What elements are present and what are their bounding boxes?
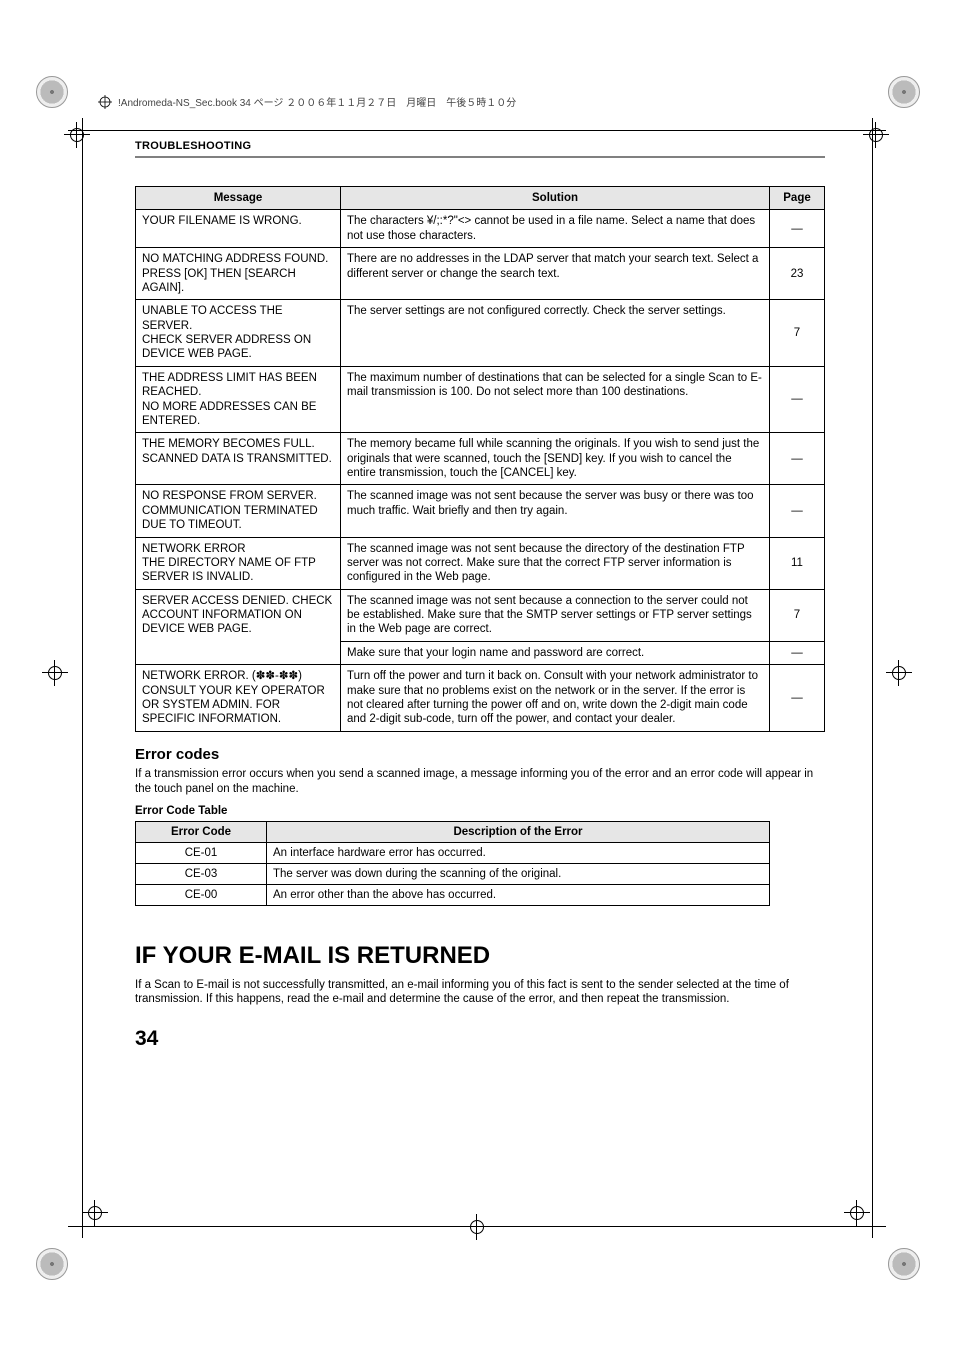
reg-cross-bottom-right <box>844 1200 870 1226</box>
th-error-desc: Description of the Error <box>267 821 770 842</box>
cell-message: NO MATCHING ADDRESS FOUND. PRESS [OK] TH… <box>136 248 341 300</box>
error-code-table-title: Error Code Table <box>135 805 825 817</box>
returned-heading: IF YOUR E-MAIL IS RETURNED <box>135 942 825 970</box>
error-codes-intro: If a transmission error occurs when you … <box>135 767 825 797</box>
cell-solution: There are no addresses in the LDAP serve… <box>341 248 770 300</box>
table-row: UNABLE TO ACCESS THE SERVER. CHECK SERVE… <box>136 300 825 367</box>
cell-page: 7 <box>770 589 825 641</box>
cell-solution: Make sure that your login name and passw… <box>341 641 770 664</box>
cell-error-desc: An interface hardware error has occurred… <box>267 842 770 863</box>
section-title: TROUBLESHOOTING <box>135 140 825 152</box>
error-codes-heading: Error codes <box>135 746 825 763</box>
print-header-strip: !Andromeda-NS_Sec.book 34 ページ ２００６年１１月２７… <box>98 94 516 109</box>
cell-page: — <box>770 366 825 433</box>
cell-error-desc: An error other than the above has occurr… <box>267 884 770 905</box>
cell-message: THE MEMORY BECOMES FULL. SCANNED DATA IS… <box>136 433 341 485</box>
cell-message: UNABLE TO ACCESS THE SERVER. CHECK SERVE… <box>136 300 341 367</box>
cell-solution: Turn off the power and turn it back on. … <box>341 665 770 732</box>
cell-page: — <box>770 485 825 537</box>
print-header-text: !Andromeda-NS_Sec.book 34 ページ ２００６年１１月２７… <box>118 94 516 109</box>
cell-solution: The server settings are not configured c… <box>341 300 770 367</box>
th-message: Message <box>136 187 341 210</box>
section-title-rule <box>135 156 825 158</box>
troubleshoot-table: Message Solution Page YOUR FILENAME IS W… <box>135 186 825 732</box>
reg-dot-top-right <box>888 76 920 108</box>
crop-line-top <box>68 130 886 131</box>
cell-message: THE ADDRESS LIMIT HAS BEEN REACHED. NO M… <box>136 366 341 433</box>
cell-message: NETWORK ERROR. (✽✽-✽✽) CONSULT YOUR KEY … <box>136 665 341 732</box>
crop-line-left <box>82 118 83 1238</box>
page-content: TROUBLESHOOTING Message Solution Page YO… <box>135 140 825 1051</box>
th-error-code: Error Code <box>136 821 267 842</box>
reg-cross-top-right <box>863 122 889 148</box>
table-row: YOUR FILENAME IS WRONG. The characters ¥… <box>136 210 825 248</box>
table-row: CE-01 An interface hardware error has oc… <box>136 842 770 863</box>
cell-page: 7 <box>770 300 825 367</box>
cell-solution: The scanned image was not sent because t… <box>341 485 770 537</box>
returned-body: If a Scan to E-mail is not successfully … <box>135 978 825 1008</box>
reg-cross-mid-left <box>42 660 68 686</box>
cell-solution: The characters ¥/;:*?"<> cannot be used … <box>341 210 770 248</box>
reg-cross-bottom-left <box>82 1200 108 1226</box>
cell-message: SERVER ACCESS DENIED. CHECK ACCOUNT INFO… <box>136 589 341 665</box>
cell-solution: The scanned image was not sent because t… <box>341 537 770 589</box>
cell-error-code: CE-00 <box>136 884 267 905</box>
cell-page: — <box>770 210 825 248</box>
table-row: CE-03 The server was down during the sca… <box>136 863 770 884</box>
table-row: NO MATCHING ADDRESS FOUND. PRESS [OK] TH… <box>136 248 825 300</box>
table-row: NETWORK ERROR THE DIRECTORY NAME OF FTP … <box>136 537 825 589</box>
cell-solution: The memory became full while scanning th… <box>341 433 770 485</box>
reg-dot-bottom-left <box>36 1248 68 1280</box>
reg-dot-bottom-right <box>888 1248 920 1280</box>
reg-cross-mid-right <box>886 660 912 686</box>
page-number: 34 <box>135 1027 825 1051</box>
cell-page: — <box>770 641 825 664</box>
cell-message: NO RESPONSE FROM SERVER. COMMUNICATION T… <box>136 485 341 537</box>
cell-error-code: CE-01 <box>136 842 267 863</box>
cell-error-desc: The server was down during the scanning … <box>267 863 770 884</box>
crop-line-right <box>872 118 873 1238</box>
cell-page: 23 <box>770 248 825 300</box>
mini-crosshair-icon <box>98 95 112 109</box>
th-page: Page <box>770 187 825 210</box>
cell-solution: The maximum number of destinations that … <box>341 366 770 433</box>
th-solution: Solution <box>341 187 770 210</box>
table-row: NETWORK ERROR. (✽✽-✽✽) CONSULT YOUR KEY … <box>136 665 825 732</box>
reg-cross-bottom-center <box>464 1214 490 1240</box>
cell-page: — <box>770 665 825 732</box>
reg-cross-top-left <box>64 122 90 148</box>
cell-error-code: CE-03 <box>136 863 267 884</box>
cell-message: YOUR FILENAME IS WRONG. <box>136 210 341 248</box>
table-row: SERVER ACCESS DENIED. CHECK ACCOUNT INFO… <box>136 589 825 641</box>
reg-dot-top-left <box>36 76 68 108</box>
cell-page: — <box>770 433 825 485</box>
table-row: CE-00 An error other than the above has … <box>136 884 770 905</box>
table-row: NO RESPONSE FROM SERVER. COMMUNICATION T… <box>136 485 825 537</box>
table-header-row: Error Code Description of the Error <box>136 821 770 842</box>
table-row: THE ADDRESS LIMIT HAS BEEN REACHED. NO M… <box>136 366 825 433</box>
cell-page: 11 <box>770 537 825 589</box>
error-code-table: Error Code Description of the Error CE-0… <box>135 821 770 906</box>
table-row: THE MEMORY BECOMES FULL. SCANNED DATA IS… <box>136 433 825 485</box>
table-header-row: Message Solution Page <box>136 187 825 210</box>
cell-message: NETWORK ERROR THE DIRECTORY NAME OF FTP … <box>136 537 341 589</box>
cell-solution: The scanned image was not sent because a… <box>341 589 770 641</box>
